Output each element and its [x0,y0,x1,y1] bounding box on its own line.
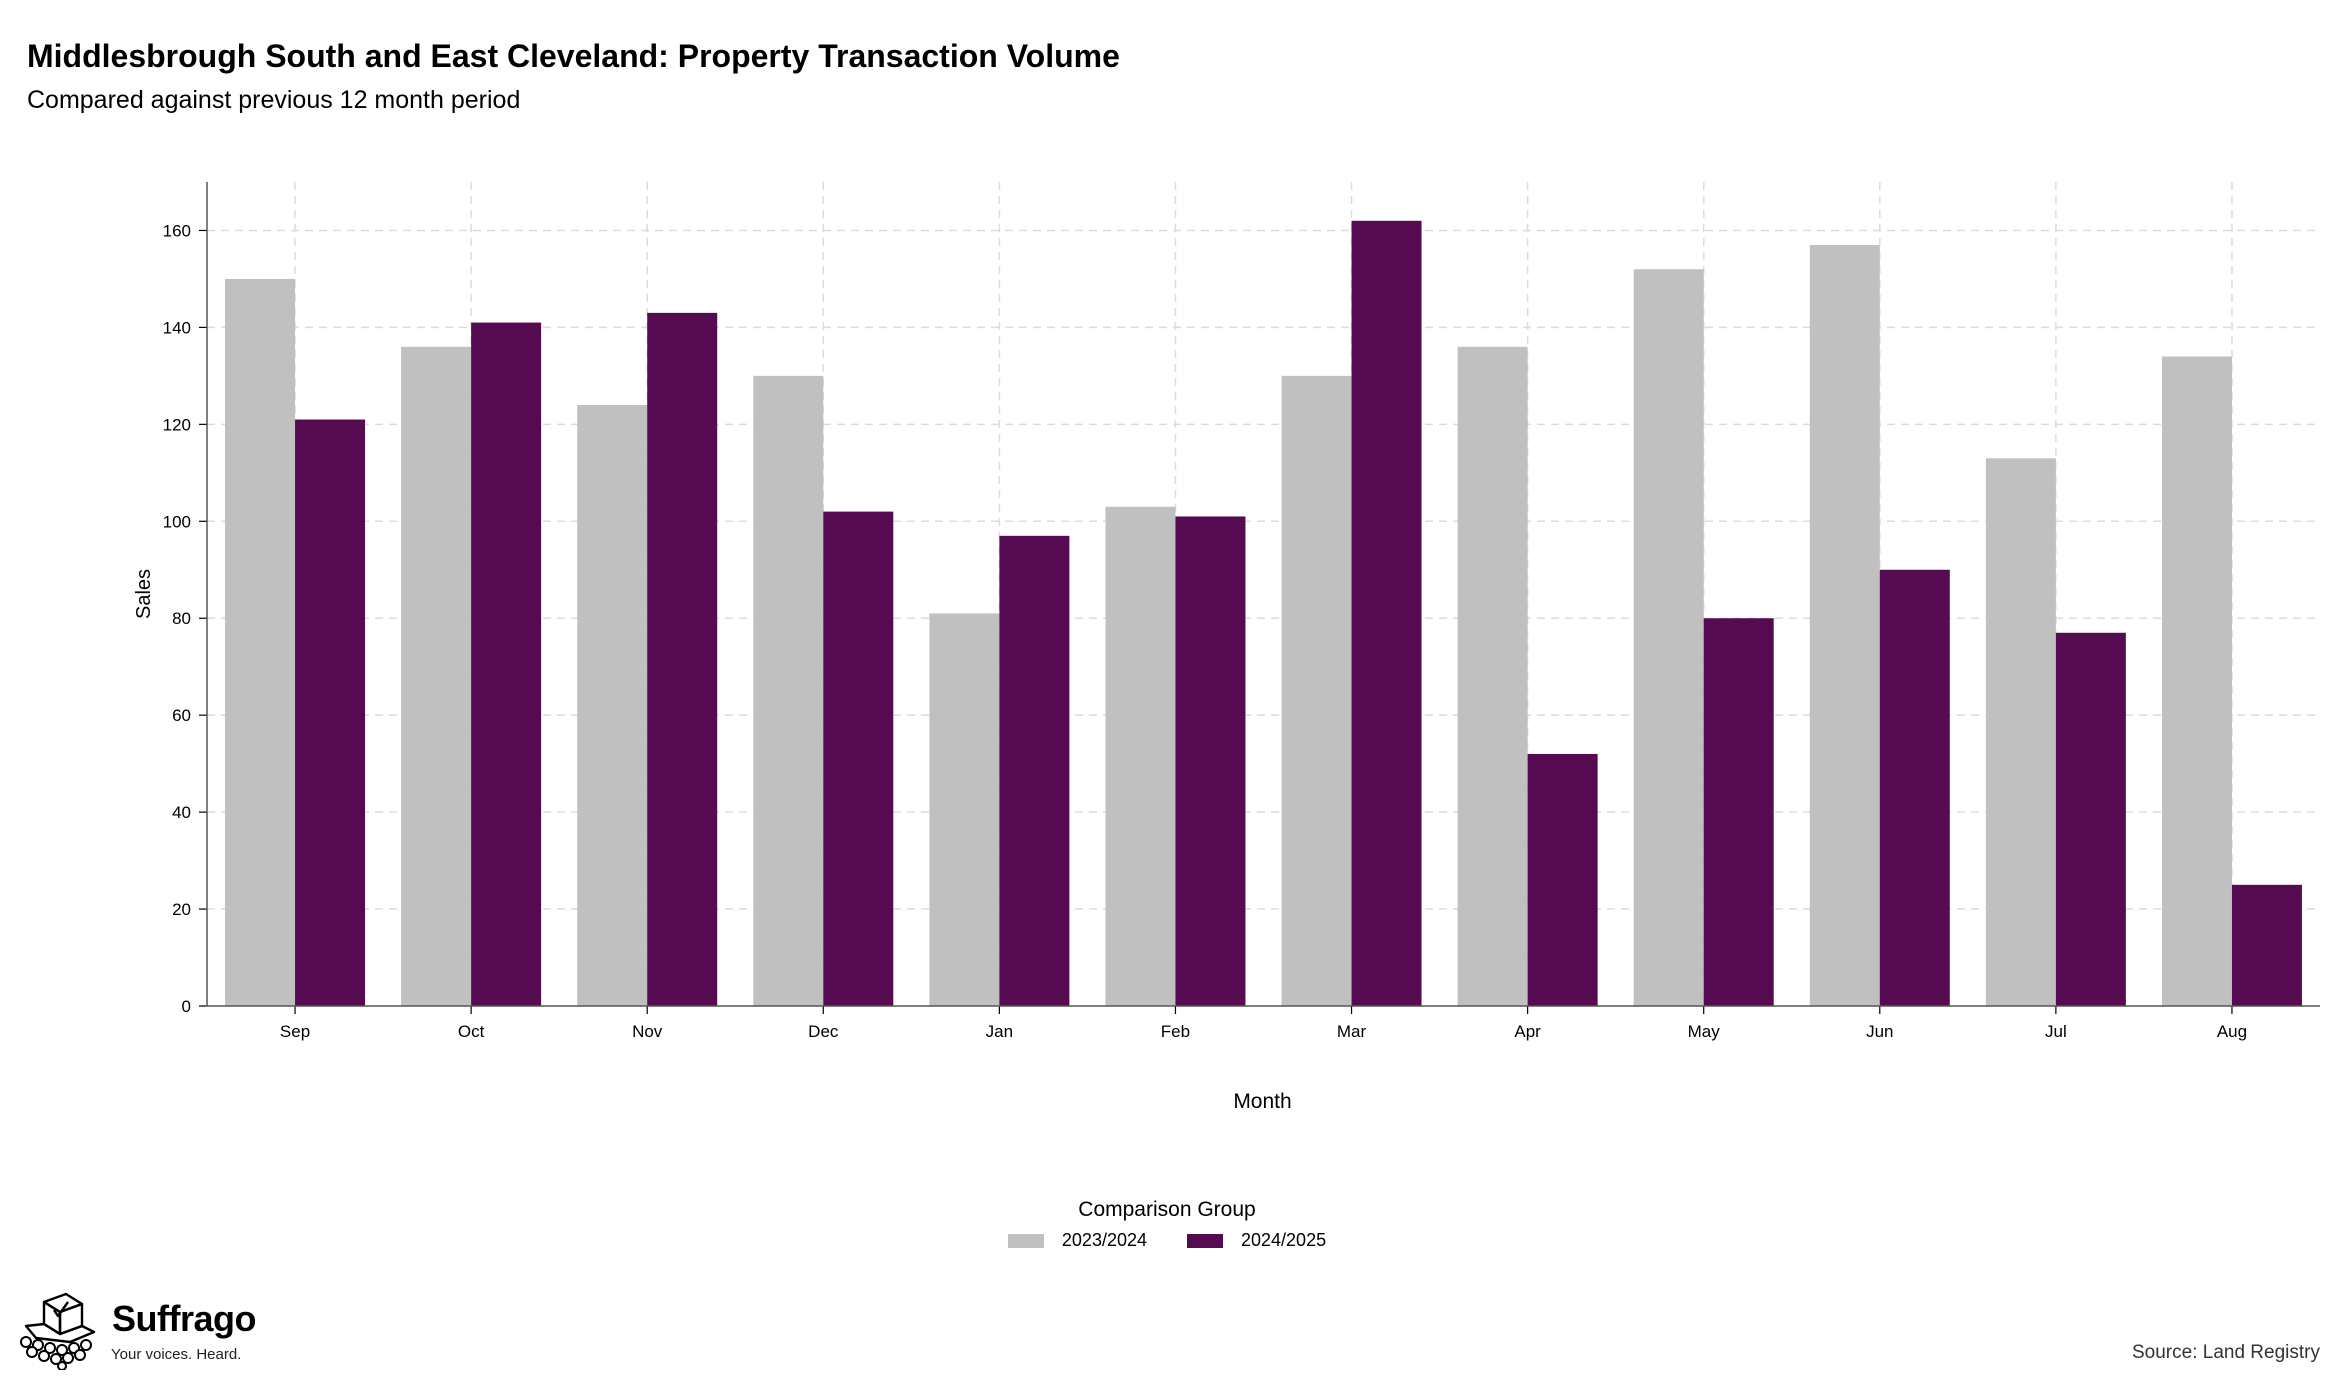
bar-2023-2024-dec [753,375,824,1007]
bar-2024-2025-jul [2055,632,2126,1006]
bar-2023-2024-aug [2161,356,2232,1006]
bar-2024-2025-oct [471,322,542,1006]
legend-item-2023-2024: 2023/2024 [1007,1230,1147,1251]
x-tick-label: Apr [1514,1022,1541,1041]
bar-2024-2025-jan [999,535,1070,1006]
y-tick-label: 0 [182,997,191,1016]
chart-title: Middlesbrough South and East Cleveland: … [27,38,1120,74]
bar-chart: 0 20 40 60 80 100 120 140 160 Sep Oct Nov Dec Jan Feb M… [133,182,2320,1113]
bar-2023-2024-feb [1105,506,1176,1006]
bars [225,220,2302,1007]
ballot-box-icon [20,1292,96,1370]
y-tick-label: 140 [163,318,191,337]
y-tick-label: 60 [172,706,191,725]
y-tick-label: 100 [163,512,191,531]
y-tick-label: 40 [172,803,191,822]
chart-subtitle: Compared against previous 12 month perio… [27,86,521,114]
x-tick-label: Feb [1161,1022,1190,1041]
bar-2023-2024-apr [1457,346,1528,1006]
bar-2024-2025-feb [1175,516,1246,1006]
bar-2024-2025-nov [647,312,718,1006]
bar-2023-2024-mar [1281,375,1352,1007]
x-tick-label: Jan [986,1022,1013,1041]
bar-2024-2025-jun [1879,569,1950,1006]
x-tick-label: Sep [280,1022,310,1041]
x-tick-label: Nov [632,1022,663,1041]
legend-label-2023-2024: 2023/2024 [1061,1230,1147,1250]
bar-2023-2024-jul [1985,458,2056,1006]
legend-item-2024-2025: 2024/2025 [1187,1230,1326,1251]
x-tick-label: Aug [2217,1022,2247,1041]
bar-2024-2025-apr [1527,753,1598,1006]
source-note: Source: Land Registry [2132,1342,2320,1363]
bar-2024-2025-aug [2231,884,2302,1006]
tick-labels: 0 20 40 60 80 100 120 140 160 Sep Oct Nov Dec Jan Feb M… [163,221,2247,1041]
legend-swatch-2023-2024 [1007,1233,1044,1248]
brand-logo: Suffrago Your voices. Heard. [14,1290,257,1370]
brand-name: Suffrago [112,1298,257,1339]
y-tick-label: 80 [172,609,191,628]
bar-2024-2025-dec [823,511,894,1006]
bar-2023-2024-oct [401,346,472,1006]
legend-label-2024-2025: 2024/2025 [1241,1230,1327,1250]
x-tick-label: Oct [458,1022,485,1041]
legend-swatch-2024-2025 [1187,1233,1223,1248]
x-tick-label: Jun [1866,1022,1893,1041]
legend-items: 2023/2024 2024/2025 [0,1230,2334,1251]
bar-2024-2025-mar [1351,220,1422,1006]
brand-tagline: Your voices. Heard. [111,1346,242,1363]
bar-2023-2024-jun [1809,245,1880,1006]
y-tick-label: 20 [172,900,191,919]
x-tick-label: Dec [808,1022,839,1041]
bar-2023-2024-sep [225,278,296,1006]
bar-2024-2025-sep [295,419,366,1007]
bar-2023-2024-may [1633,269,1704,1006]
legend: Comparison Group 2023/2024 2024/2025 [0,1198,2334,1251]
x-tick-label: Mar [1337,1022,1367,1041]
y-tick-label: 120 [163,415,191,434]
x-tick-label: Jul [2045,1022,2067,1041]
bar-2023-2024-nov [577,404,648,1006]
axes [199,182,2320,1014]
y-tick-label: 160 [163,221,191,240]
legend-title: Comparison Group [1078,1198,1256,1221]
bar-2024-2025-may [1703,618,1774,1006]
x-axis-label: Month [1233,1090,1291,1113]
y-axis-label: Sales [133,569,155,619]
bar-2023-2024-jan [929,613,1000,1006]
x-tick-label: May [1688,1022,1721,1041]
